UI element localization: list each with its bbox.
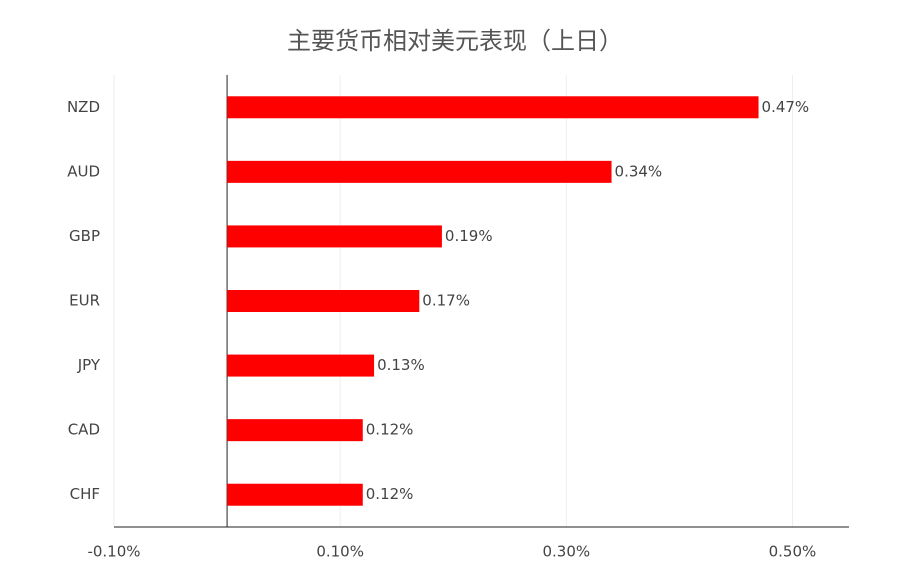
value-label: 0.19% [445,227,493,245]
x-tick-label: 0.10% [316,543,364,561]
chart-title: 主要货币相对美元表现（上日） [287,27,623,55]
x-tick-label: 0.30% [542,543,590,561]
value-label: 0.17% [422,292,470,310]
bar [227,290,420,312]
y-tick-label: CAD [68,421,100,439]
y-tick-label: JPY [77,356,101,374]
value-label: 0.34% [615,162,663,180]
bar [227,160,612,183]
value-label: 0.12% [366,485,414,503]
x-tick-label: -0.10% [87,543,140,561]
y-tick-label: CHF [70,485,100,503]
y-tick-label: AUD [67,162,100,180]
y-tick-label: NZD [67,98,100,116]
bar [227,419,363,442]
bar [227,225,442,248]
value-label: 0.13% [377,356,425,374]
y-tick-label: EUR [69,292,100,310]
x-tick-label: 0.50% [769,543,817,561]
bar [227,483,363,506]
y-tick-label: GBP [69,227,100,245]
bar [227,354,375,377]
value-label: 0.12% [366,421,414,439]
bar [227,96,759,119]
value-label: 0.47% [762,98,810,116]
